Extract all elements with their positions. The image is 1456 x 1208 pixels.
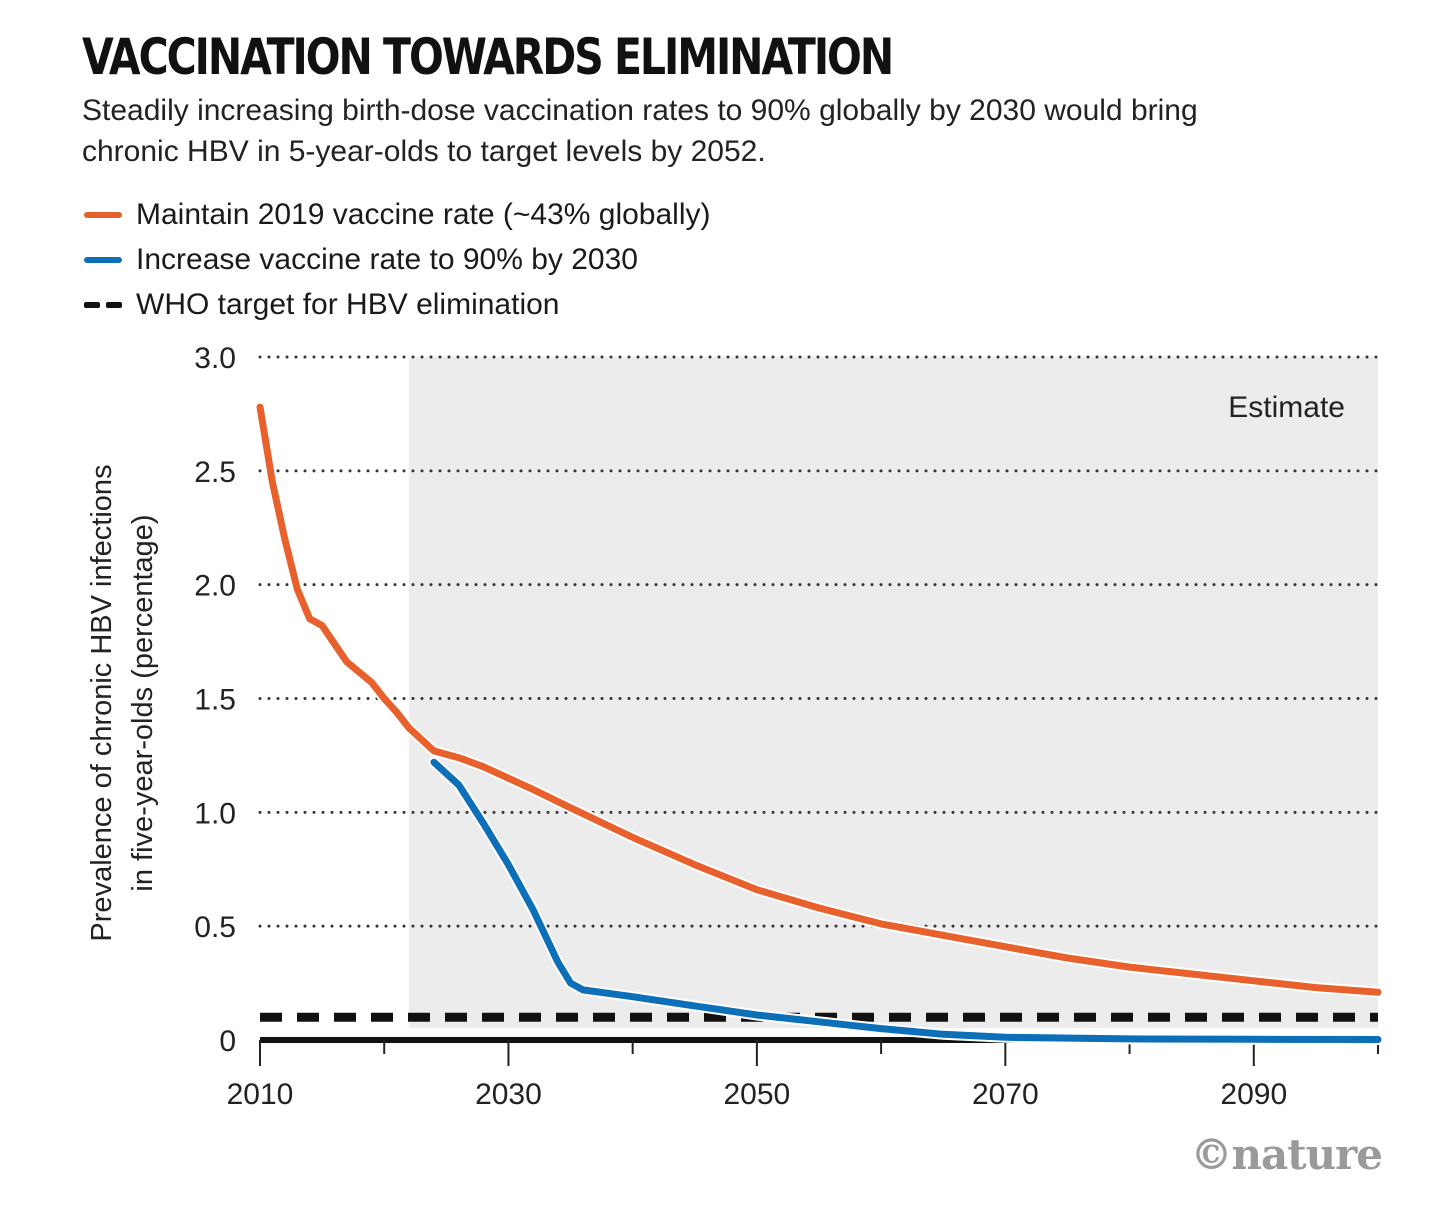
- legend-swatch-orange: [84, 211, 122, 218]
- legend: Maintain 2019 vaccine rate (~43% globall…: [84, 192, 711, 327]
- legend-swatch-dashed: [84, 301, 122, 308]
- x-tick-label: 2050: [724, 1078, 791, 1111]
- y-tick-label: 0.5: [194, 911, 236, 944]
- y-tick-label: 0: [219, 1025, 236, 1058]
- legend-item-maintain: Maintain 2019 vaccine rate (~43% globall…: [84, 192, 711, 237]
- y-tick-label: 2.5: [194, 456, 236, 489]
- legend-label: Maintain 2019 vaccine rate (~43% globall…: [136, 197, 711, 231]
- chart-subtitle: Steadily increasing birth-dose vaccinati…: [82, 94, 1198, 168]
- legend-label: WHO target for HBV elimination: [136, 287, 560, 321]
- chart-title: VACCINATION TOWARDS ELIMINATION: [82, 28, 894, 86]
- y-axis-label-line1: Prevalence of chronic HBV infections: [86, 464, 118, 941]
- y-tick-label: 1.0: [194, 797, 236, 830]
- series-line-increase-rate: [430, 758, 1382, 1043]
- y-axis-label-line2: in five-year-olds (percentage): [127, 514, 159, 891]
- legend-swatch-blue: [84, 256, 122, 263]
- y-tick-label: 1.5: [194, 684, 236, 717]
- series-line-maintain-rate: [256, 403, 1382, 996]
- estimate-label: Estimate: [1228, 391, 1345, 424]
- y-tick-label: 2.0: [194, 570, 236, 603]
- legend-label: Increase vaccine rate to 90% by 2030: [136, 242, 638, 276]
- x-tick-label: 2090: [1220, 1078, 1287, 1111]
- legend-item-increase: Increase vaccine rate to 90% by 2030: [84, 237, 711, 282]
- estimate-shaded-region: [409, 357, 1379, 1028]
- legend-item-who-target: WHO target for HBV elimination: [84, 282, 711, 327]
- x-tick-label: 2010: [227, 1078, 294, 1111]
- x-tick-label: 2030: [475, 1078, 542, 1111]
- nature-logo: ©nature: [1190, 1130, 1383, 1179]
- x-tick-label: 2070: [972, 1078, 1039, 1111]
- y-tick-label: 3.0: [194, 342, 236, 375]
